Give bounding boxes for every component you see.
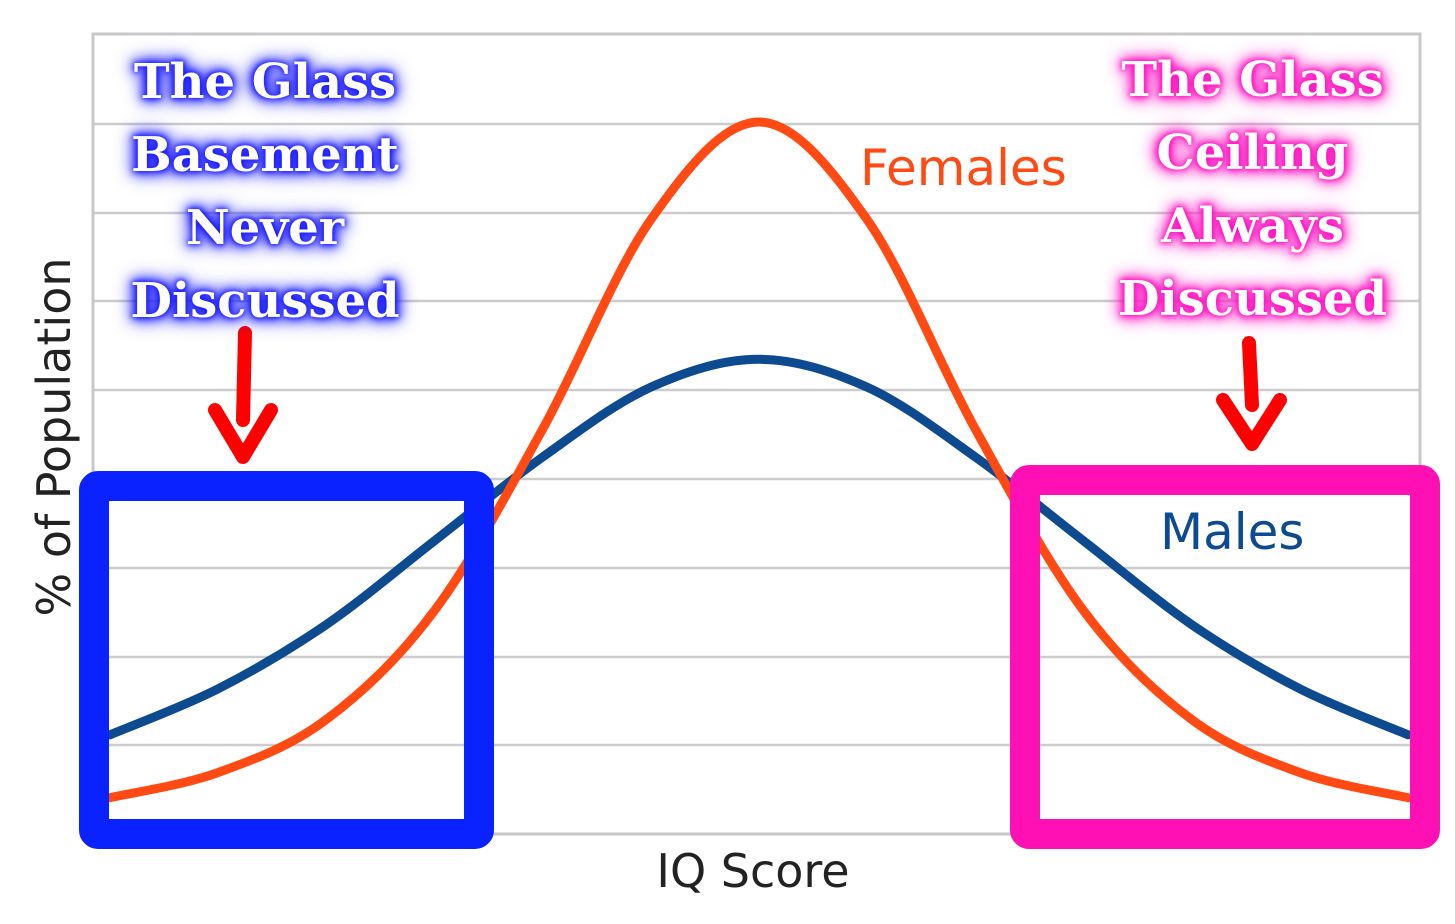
series-line-males <box>105 354 1413 740</box>
plot-area-frame <box>91 32 1422 836</box>
glass-ceiling-callout: The Glass Ceiling Always Discussed <box>1085 44 1420 336</box>
series-label-males: Males <box>1160 503 1304 561</box>
y-axis-label: % of Population <box>27 258 81 617</box>
callout-line: Always <box>1161 198 1344 254</box>
callout-line: Discussed <box>1117 271 1388 327</box>
glass-ceiling-box <box>1010 465 1440 849</box>
series-layer <box>105 117 1413 803</box>
callout-line: The Glass <box>133 54 397 110</box>
x-axis-label: IQ Score <box>656 844 849 898</box>
glass-basement-callout: The Glass Basement Never Discussed <box>100 46 430 338</box>
callout-line: Ceiling <box>1156 125 1349 181</box>
callout-line: Basement <box>131 127 399 183</box>
callout-line: Discussed <box>130 273 400 329</box>
glass-basement-box <box>79 471 494 849</box>
down-arrow-icon-right <box>1216 336 1287 451</box>
series-label-females: Females <box>860 139 1067 197</box>
callout-line: The Glass <box>1121 52 1384 108</box>
down-arrow-icon-left <box>208 326 278 464</box>
series-line-females <box>105 117 1413 803</box>
callout-line: Never <box>185 200 345 256</box>
